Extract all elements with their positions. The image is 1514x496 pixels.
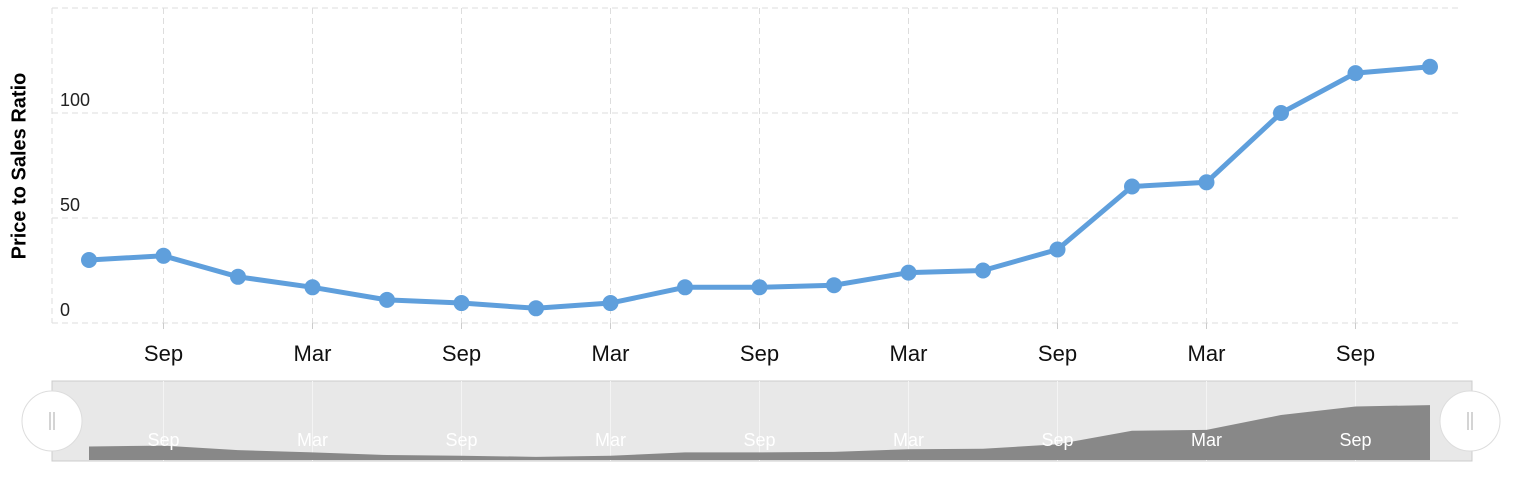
navigator-handle-left[interactable] — [21, 390, 83, 452]
navigator-label: Sep — [445, 430, 477, 450]
x-tick-label: Sep — [144, 341, 183, 366]
point — [155, 247, 172, 264]
point — [230, 268, 246, 285]
navigator-label: Mar — [1191, 430, 1222, 450]
point — [900, 264, 917, 281]
x-tick-label: Sep — [442, 341, 481, 366]
point — [1124, 178, 1140, 195]
x-tick-label: Sep — [740, 341, 779, 366]
navigator-label: Sep — [147, 430, 179, 450]
navigator-label: Sep — [1339, 430, 1371, 450]
point — [528, 300, 544, 317]
point — [1049, 241, 1066, 258]
point — [826, 277, 842, 294]
y-axis-title: Price to Sales Ratio — [8, 73, 30, 260]
point — [1347, 65, 1364, 82]
handle[interactable] — [21, 390, 83, 452]
point — [1422, 58, 1438, 75]
point — [1198, 174, 1215, 191]
navigator-label: Mar — [297, 430, 328, 450]
point — [677, 279, 693, 296]
x-tick-label: Mar — [1188, 341, 1226, 366]
point — [379, 291, 395, 308]
navigator-label: Mar — [893, 430, 924, 450]
navigator-label: Sep — [1041, 430, 1073, 450]
point — [975, 262, 991, 279]
handle[interactable] — [1439, 390, 1501, 452]
x-tick-label: Sep — [1336, 341, 1375, 366]
y-tick-label: 50 — [60, 195, 80, 215]
navigator: Sep Mar Sep Mar Sep Mar Sep Mar Sep — [89, 381, 1430, 461]
point — [304, 279, 321, 296]
point — [751, 279, 768, 296]
point — [81, 252, 97, 268]
point — [453, 295, 470, 312]
y-tick-label: 100 — [60, 90, 90, 110]
navigator-label: Sep — [743, 430, 775, 450]
navigator-area — [89, 405, 1430, 460]
x-tick-label: Mar — [294, 341, 332, 366]
point — [1273, 105, 1289, 121]
x-tick-label: Mar — [890, 341, 928, 366]
x-tick-label: Sep — [1038, 341, 1077, 366]
point — [602, 295, 619, 312]
navigator-handle-right[interactable] — [1439, 390, 1501, 452]
y-tick-label: 0 — [60, 300, 70, 320]
x-tick-label: Mar — [592, 341, 630, 366]
navigator-label: Mar — [595, 430, 626, 450]
